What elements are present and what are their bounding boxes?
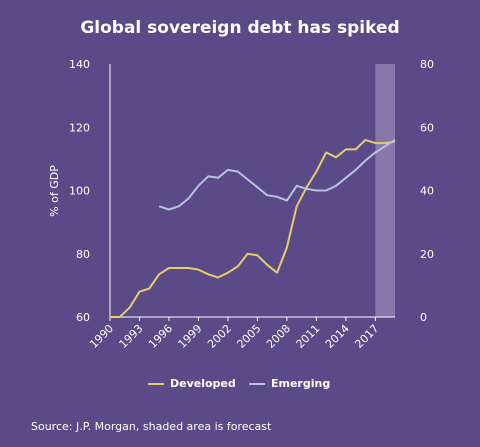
legend-item-emerging: Emerging xyxy=(249,377,330,390)
chart-legend: Developed Emerging xyxy=(0,377,480,391)
x-tick-label-2014: 2014 xyxy=(323,322,352,351)
x-tick-label-2002: 2002 xyxy=(205,322,234,351)
legend-swatch-developed xyxy=(148,382,164,385)
y-tick-right-80: 80 xyxy=(420,58,434,71)
legend-label-developed: Developed xyxy=(170,377,236,390)
y-tick-right-0: 0 xyxy=(420,311,427,324)
x-tick-label-2008: 2008 xyxy=(264,322,293,351)
x-tick-label-2005: 2005 xyxy=(235,322,264,351)
y-axis-label: % of GDP xyxy=(48,165,61,217)
y-tick-left-100: 100 xyxy=(69,185,90,198)
x-tick-label-1993: 1993 xyxy=(117,322,146,351)
y-tick-left-80: 80 xyxy=(76,248,90,261)
forecast-shade xyxy=(375,64,395,317)
y-tick-right-20: 20 xyxy=(420,248,434,261)
x-tick-label-1999: 1999 xyxy=(176,322,205,351)
legend-label-emerging: Emerging xyxy=(271,377,331,390)
legend-item-developed: Developed xyxy=(148,377,236,390)
x-tick-label-2011: 2011 xyxy=(294,322,323,351)
y-tick-left-120: 120 xyxy=(69,121,90,134)
y-tick-right-60: 60 xyxy=(420,121,434,134)
y-tick-right-40: 40 xyxy=(420,185,434,198)
source-note: Source: J.P. Morgan, shaded area is fore… xyxy=(31,420,272,433)
x-tick-label-2017: 2017 xyxy=(352,322,381,351)
x-tick-label-1990: 1990 xyxy=(87,322,116,351)
x-tick-label-1996: 1996 xyxy=(146,322,175,351)
y-tick-left-140: 140 xyxy=(69,58,90,71)
legend-swatch-emerging xyxy=(249,382,265,385)
series-line-emerging xyxy=(158,139,396,211)
chart-title: Global sovereign debt has spiked xyxy=(80,18,400,38)
series-line-developed xyxy=(110,138,396,318)
y-tick-left-60: 60 xyxy=(76,311,90,324)
